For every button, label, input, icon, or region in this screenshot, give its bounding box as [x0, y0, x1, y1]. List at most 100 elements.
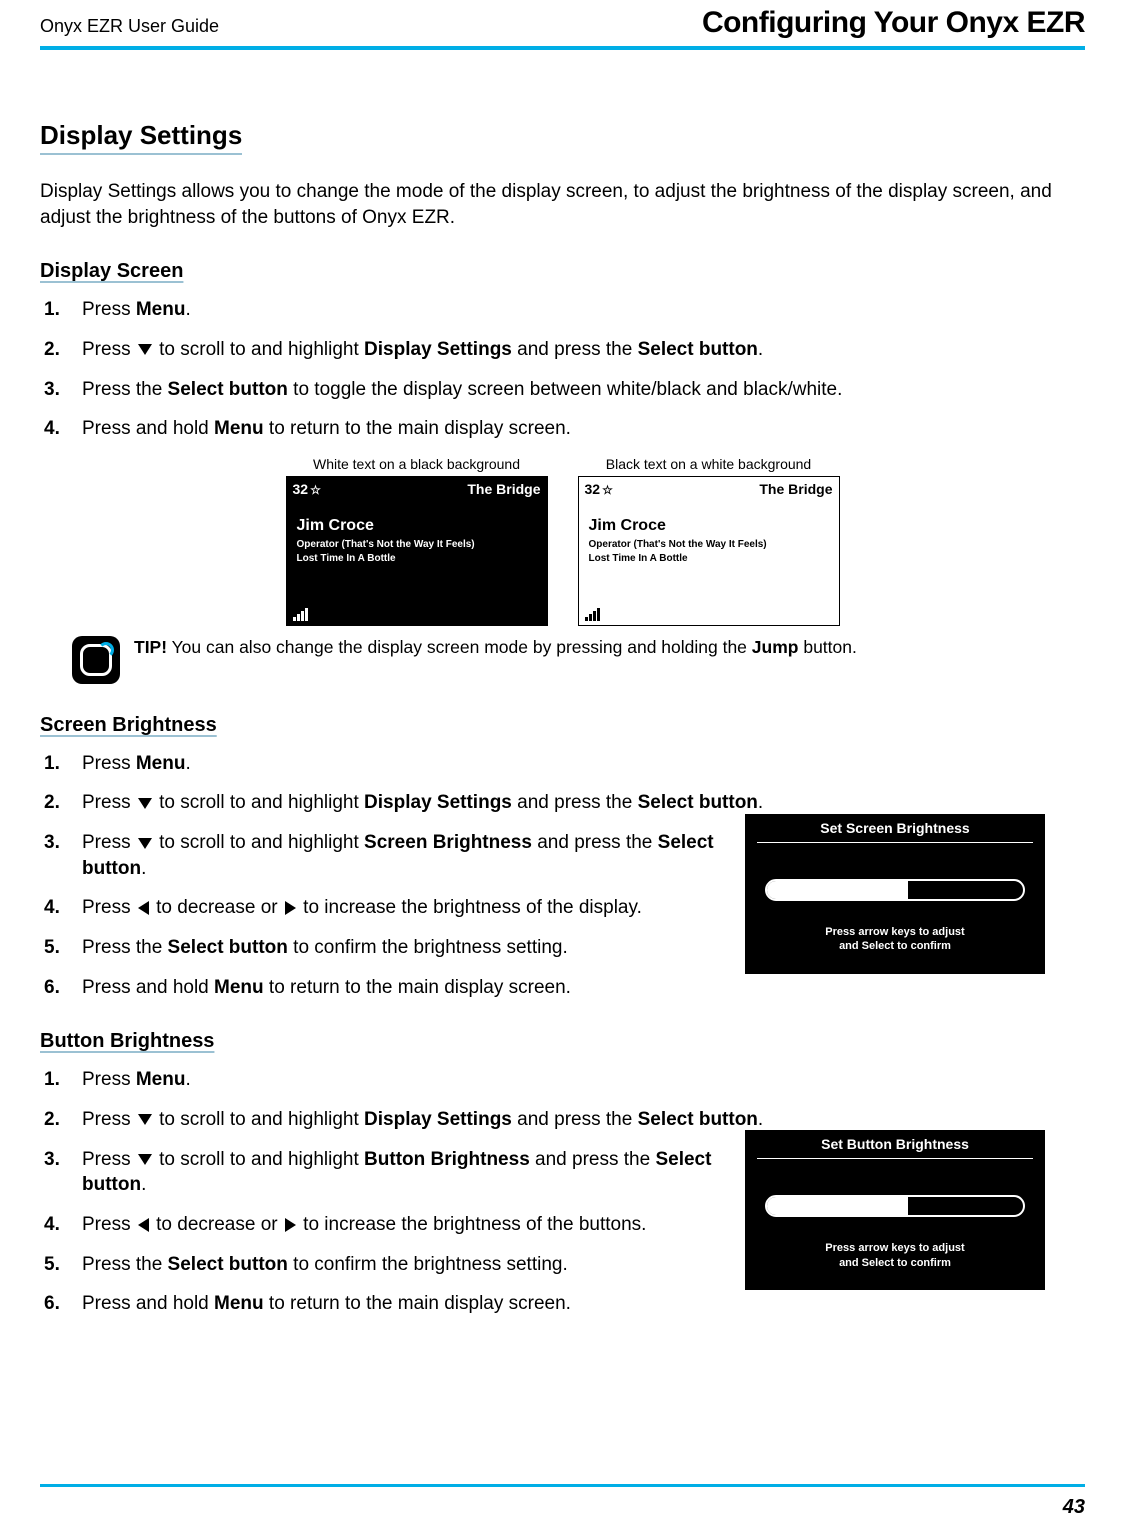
left-arrow-icon: [138, 1218, 149, 1232]
step-item: Press and hold Menu to return to the mai…: [72, 975, 772, 1001]
step-text: to scroll to and highlight: [154, 339, 364, 360]
lcd-station: The Bridge: [759, 481, 832, 497]
step-bold: Select button: [168, 379, 288, 400]
display-mode-examples: White text on a black background 32☆ The…: [40, 456, 1085, 626]
step-text: to scroll to and highlight: [154, 1149, 364, 1170]
step-text: Press: [82, 1109, 136, 1130]
step-item: Press to decrease or to increase the bri…: [72, 1212, 772, 1238]
step-text: Press the: [82, 379, 168, 400]
step-bold: Button Brightness: [364, 1149, 530, 1170]
step-text: Press and hold: [82, 418, 214, 439]
step-text: to return to the main display screen.: [264, 977, 571, 998]
down-arrow-icon: [138, 838, 152, 849]
step-text: Press: [82, 1149, 136, 1170]
step-text: and press the: [530, 1149, 656, 1170]
light-mode-example: Black text on a white background 32☆ The…: [578, 456, 840, 626]
signal-icon: [585, 608, 600, 621]
step-text: .: [185, 1069, 190, 1090]
step-text: to decrease or: [151, 897, 283, 918]
step-bold: Menu: [214, 977, 264, 998]
step-bold: Display Settings: [364, 1109, 512, 1130]
step-item: Press to decrease or to increase the bri…: [72, 895, 772, 921]
step-bold: Menu: [214, 1293, 264, 1314]
step-text: Press: [82, 753, 136, 774]
signal-icon: [293, 608, 308, 621]
step-item: Press the Select button to confirm the b…: [72, 935, 772, 961]
step-text: to confirm the brightness setting.: [288, 937, 568, 958]
step-text: Press: [82, 792, 136, 813]
step-bold: Select button: [168, 937, 288, 958]
step-text: Press the: [82, 1254, 168, 1275]
footer-rule: [40, 1484, 1085, 1487]
step-text: to increase the brightness of the button…: [298, 1214, 647, 1235]
step-item: Press the Select button to toggle the di…: [72, 377, 1085, 403]
lcd-hint-line: Press arrow keys to adjust: [745, 925, 1045, 939]
step-text: .: [141, 858, 146, 879]
step-item: Press and hold Menu to return to the mai…: [72, 416, 1085, 442]
step-text: .: [758, 339, 763, 360]
brightness-bar: [765, 1195, 1025, 1217]
step-item: Press to scroll to and highlight Screen …: [72, 830, 772, 881]
tip-bold: Jump: [752, 637, 799, 657]
lcd-title: Set Button Brightness: [757, 1130, 1033, 1159]
lcd-track: Operator (That's Not the Way It Feels): [297, 539, 537, 550]
subsection-heading: Button Brightness: [40, 1030, 1085, 1053]
guide-title: Onyx EZR User Guide: [40, 16, 219, 37]
screen-brightness-lcd: Set Screen Brightness Press arrow keys t…: [745, 814, 1045, 974]
step-text: to return to the main display screen.: [264, 1293, 571, 1314]
page-number: 43: [1063, 1496, 1085, 1519]
section-heading: Display Settings: [40, 120, 242, 155]
step-item: Press to scroll to and highlight Button …: [72, 1147, 772, 1198]
lcd-track: Operator (That's Not the Way It Feels): [589, 539, 829, 550]
steps-list: Press Menu. Press to scroll to and highl…: [40, 297, 1085, 442]
step-text: to increase the brightness of the displa…: [298, 897, 642, 918]
step-text: and press the: [512, 339, 638, 360]
step-text: .: [185, 299, 190, 320]
step-text: Press: [82, 339, 136, 360]
step-text: Press: [82, 299, 136, 320]
step-text: to scroll to and highlight: [154, 792, 364, 813]
display-screen-section: Display Screen Press Menu. Press to scro…: [40, 260, 1085, 684]
step-item: Press Menu.: [72, 1067, 1085, 1093]
lcd-light: 32☆ The Bridge Jim Croce Operator (That'…: [578, 476, 840, 626]
step-item: Press and hold Menu to return to the mai…: [72, 1291, 772, 1317]
step-text: to return to the main display screen.: [264, 418, 571, 439]
step-item: Press to scroll to and highlight Display…: [72, 1107, 1085, 1133]
lcd-station: The Bridge: [467, 481, 540, 497]
lcd-dark: 32☆ The Bridge Jim Croce Operator (That'…: [286, 476, 548, 626]
example-caption: Black text on a white background: [578, 456, 840, 472]
step-bold: Display Settings: [364, 792, 512, 813]
lcd-artist: Jim Croce: [589, 517, 829, 535]
right-arrow-icon: [285, 901, 296, 915]
lcd-hint-line: and Select to confirm: [745, 1256, 1045, 1270]
right-arrow-icon: [285, 1218, 296, 1232]
step-text: Press: [82, 1069, 136, 1090]
tip-text: TIP! You can also change the display scr…: [134, 636, 857, 660]
subsection-heading: Display Screen: [40, 260, 1085, 283]
subsection-heading: Screen Brightness: [40, 714, 1085, 737]
step-text: to scroll to and highlight: [154, 1109, 364, 1130]
button-brightness-lcd: Set Button Brightness Press arrow keys t…: [745, 1130, 1045, 1290]
lcd-hint-line: Press arrow keys to adjust: [745, 1241, 1045, 1255]
down-arrow-icon: [138, 1114, 152, 1125]
step-bold: Menu: [214, 418, 264, 439]
down-arrow-icon: [138, 344, 152, 355]
header-bar: Onyx EZR User Guide Configuring Your Ony…: [40, 6, 1085, 46]
step-text: .: [758, 1109, 763, 1130]
step-bold: Menu: [136, 1069, 186, 1090]
step-item: Press to scroll to and highlight Display…: [72, 337, 1085, 363]
screen-brightness-section: Screen Brightness Set Screen Brightness …: [40, 714, 1085, 1000]
step-text: and press the: [512, 792, 638, 813]
button-brightness-section: Button Brightness Set Button Brightness …: [40, 1030, 1085, 1316]
lcd-hint-line: and Select to confirm: [745, 939, 1045, 953]
step-text: Press and hold: [82, 1293, 214, 1314]
step-bold: Select button: [168, 1254, 288, 1275]
tip-callout: TIP! You can also change the display scr…: [40, 636, 1085, 684]
step-text: to scroll to and highlight: [154, 832, 364, 853]
step-text: .: [141, 1174, 146, 1195]
step-bold: Screen Brightness: [364, 832, 532, 853]
star-icon: ☆: [310, 483, 321, 497]
step-text: to decrease or: [151, 1214, 283, 1235]
step-bold: Menu: [136, 753, 186, 774]
down-arrow-icon: [138, 798, 152, 809]
